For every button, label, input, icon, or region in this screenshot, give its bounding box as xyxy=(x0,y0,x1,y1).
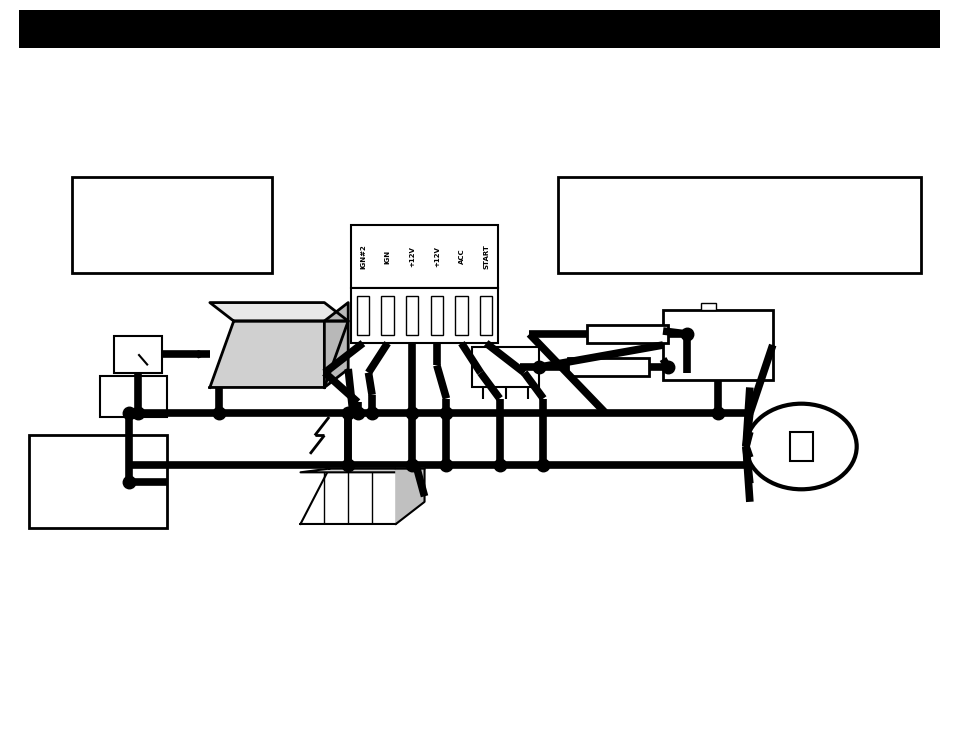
Bar xyxy=(662,310,772,380)
Bar xyxy=(114,336,162,373)
Circle shape xyxy=(745,404,856,489)
Polygon shape xyxy=(210,321,348,387)
Bar xyxy=(586,325,667,343)
Bar xyxy=(406,296,418,335)
Bar xyxy=(19,10,939,48)
Bar xyxy=(351,225,497,288)
Bar xyxy=(479,296,492,335)
Bar xyxy=(558,177,920,273)
Bar xyxy=(472,347,538,387)
Polygon shape xyxy=(300,469,424,524)
Bar xyxy=(455,296,467,335)
Bar xyxy=(351,288,497,343)
Text: START: START xyxy=(482,244,489,269)
Text: +12V: +12V xyxy=(409,246,415,267)
Polygon shape xyxy=(300,469,424,472)
Bar xyxy=(71,177,272,273)
Bar xyxy=(789,432,812,461)
Polygon shape xyxy=(395,469,424,524)
Bar xyxy=(430,296,442,335)
Polygon shape xyxy=(210,303,348,321)
Bar xyxy=(567,358,648,376)
Text: IGN: IGN xyxy=(384,249,390,263)
Bar xyxy=(356,296,369,335)
Bar xyxy=(100,376,167,417)
Text: +12V: +12V xyxy=(434,246,439,267)
Text: IGN#2: IGN#2 xyxy=(359,244,366,269)
Bar xyxy=(700,303,715,310)
Polygon shape xyxy=(324,303,348,387)
Bar xyxy=(381,296,394,335)
Bar xyxy=(29,435,167,528)
Text: ACC: ACC xyxy=(458,249,464,264)
